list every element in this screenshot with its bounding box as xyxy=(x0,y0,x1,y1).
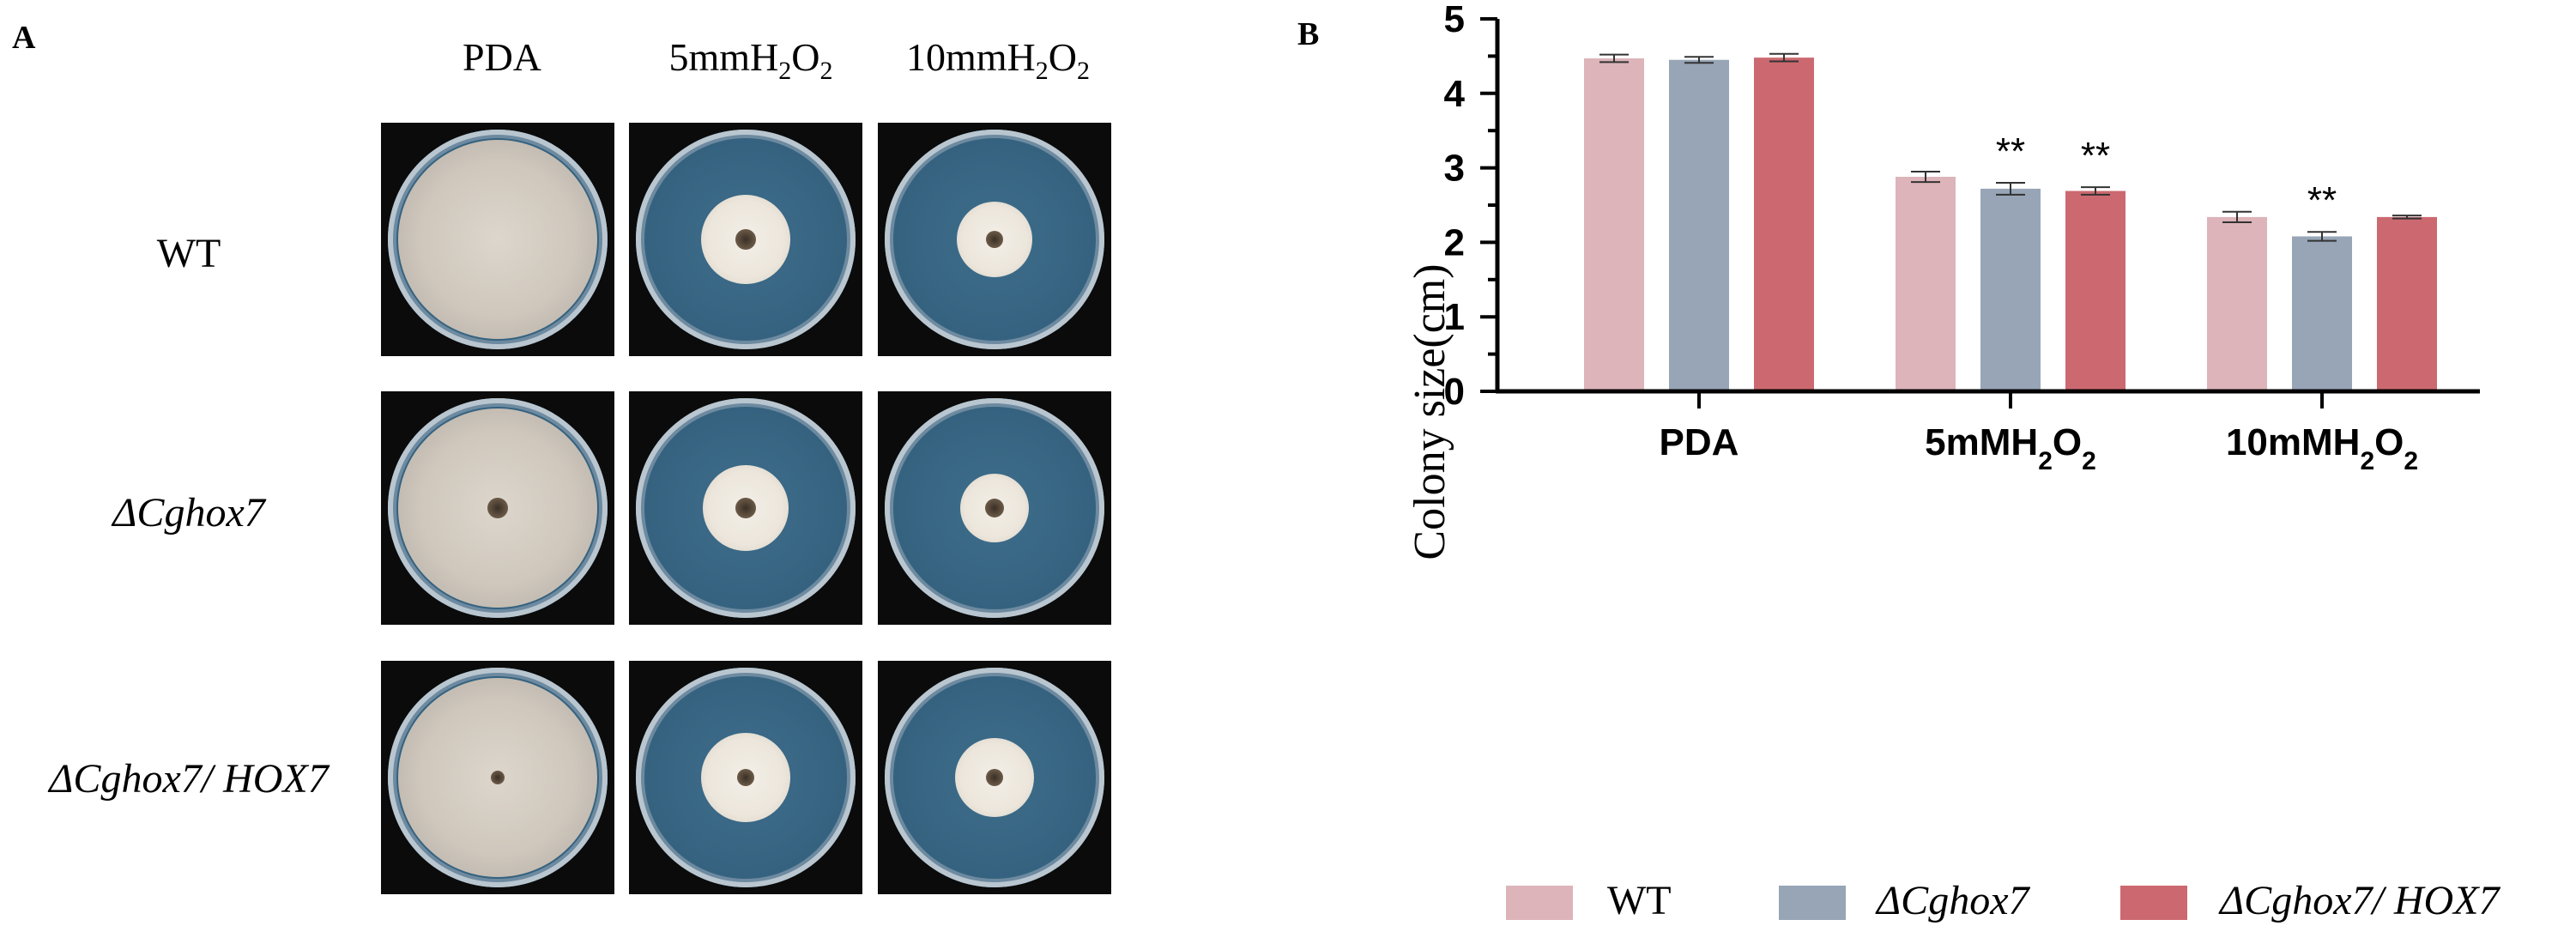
plate-wt-10mm xyxy=(878,123,1111,356)
bar-1-0 xyxy=(1669,59,1729,392)
significance-mark: ** xyxy=(1996,130,2025,172)
legend-label-wt: WT xyxy=(1607,878,1672,923)
row-header-cghox7: ΔCghox7 xyxy=(112,490,265,536)
x-tick-label: 10mMH2O2 xyxy=(2226,421,2418,475)
y-tick-label: 2 xyxy=(1444,221,1465,263)
legend-label-cghox7: ΔCghox7 xyxy=(1877,878,2029,923)
x-tick-label: PDA xyxy=(1660,421,1739,463)
column-header-10mm-h2o2: 10mmH2O2 xyxy=(905,35,1090,86)
bar-0-0 xyxy=(1584,58,1644,391)
legend-swatch-wt xyxy=(1506,886,1573,920)
bar-2-1 xyxy=(2065,191,2126,391)
plate-complement-10mm xyxy=(878,661,1111,894)
plate-wt-5mm xyxy=(629,123,862,356)
x-tick-label: 5mMH2O2 xyxy=(1925,421,2096,475)
plate-cghox7-5mm xyxy=(629,391,862,625)
legend-label-complement: ΔCghox7/ HOX7 xyxy=(2220,878,2500,923)
chart-legend: WT ΔCghox7 ΔCghox7/ HOX7 xyxy=(1506,878,2570,935)
bar-1-2 xyxy=(2292,236,2352,391)
colony-size-bar-chart: 0 1 2 3 4 5 ** ** ** PDA 5mMH2O2 10mMH2O2 Colony … xyxy=(1406,0,2480,560)
y-tick-label: 5 xyxy=(1444,0,1465,40)
significance-mark: ** xyxy=(2307,179,2337,221)
panel-a-label: A xyxy=(12,20,36,56)
y-axis: 0 1 2 3 4 5 xyxy=(1444,0,1500,413)
bar-1-1 xyxy=(1980,188,2041,391)
y-axis-label: Colony size(cm) xyxy=(1406,263,1454,560)
y-tick-label: 0 xyxy=(1444,371,1465,413)
y-tick-label: 3 xyxy=(1444,148,1465,190)
column-header-5mm-h2o2: 5mmH2O2 xyxy=(668,35,833,86)
panel-b-label: B xyxy=(1297,16,1320,52)
bar-0-2 xyxy=(2207,216,2267,391)
row-header-wt: WT xyxy=(156,231,221,276)
legend-swatch-cghox7 xyxy=(1779,886,1846,920)
bars: ** ** ** xyxy=(1584,52,2437,392)
column-header-pda: PDA xyxy=(462,35,542,79)
plate-cghox7-pda xyxy=(381,391,614,625)
plate-complement-pda xyxy=(381,661,614,894)
legend-swatch-complement xyxy=(2120,886,2187,920)
plate-cghox7-10mm xyxy=(878,391,1111,625)
plate-wt-pda xyxy=(381,123,614,356)
bar-2-0 xyxy=(1754,57,1814,392)
x-axis: PDA 5mMH2O2 10mMH2O2 xyxy=(1496,389,2480,475)
bar-0-1 xyxy=(1896,177,1956,391)
y-tick-label: 4 xyxy=(1444,73,1466,115)
plate-complement-5mm xyxy=(629,661,862,894)
significance-mark: ** xyxy=(2081,135,2110,177)
row-header-complement: ΔCghox7/ HOX7 xyxy=(49,756,329,802)
bar-2-2 xyxy=(2377,216,2437,391)
y-tick-label: 1 xyxy=(1444,296,1465,338)
